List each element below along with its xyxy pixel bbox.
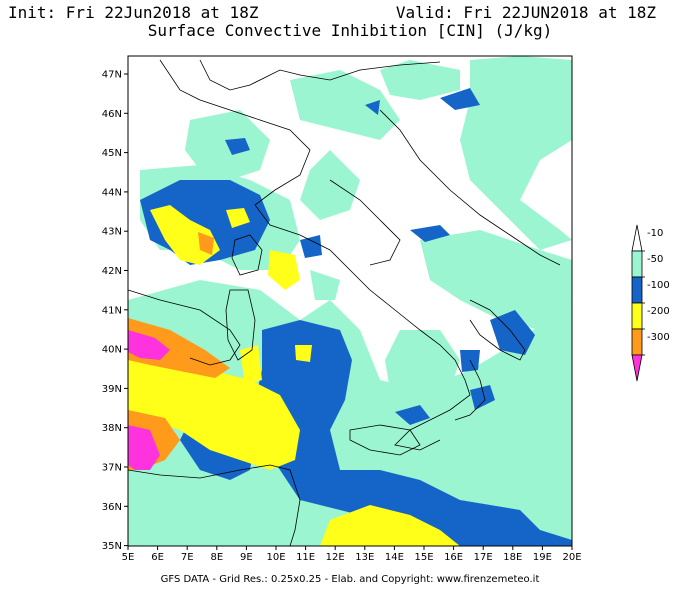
coastlines	[128, 59, 561, 546]
lon-label: 18E	[503, 552, 522, 563]
lon-label: 17E	[474, 552, 493, 563]
legend-label: -100	[647, 280, 670, 291]
legend-label: -10	[647, 228, 663, 239]
lat-label: 47N	[102, 70, 122, 81]
lon-label: 8E	[210, 552, 223, 563]
valid-time: Valid: Fri 22JUN2018 at 18Z	[395, 3, 656, 22]
legend-swatch	[631, 276, 643, 304]
lat-label: 45N	[102, 148, 122, 159]
lat-label: 41N	[102, 305, 122, 316]
lon-label: 20E	[562, 552, 581, 563]
lon-label: 12E	[326, 552, 345, 563]
init-time: Init: Fri 22Jun2018 at 18Z	[8, 3, 259, 22]
lat-label: 37N	[102, 463, 122, 474]
legend-swatch	[631, 250, 643, 278]
lat-label: 42N	[102, 266, 122, 277]
lon-label: 16E	[444, 552, 463, 563]
lon-label: 14E	[385, 552, 404, 563]
lat-label: 39N	[102, 384, 122, 395]
legend-swatch	[631, 328, 643, 356]
data-credit: GFS DATA - Grid Res.: 0.25x0.25 - Elab. …	[160, 574, 540, 585]
map-title: Surface Convective Inhibition [CIN] (J/k…	[147, 21, 553, 40]
legend-label: -50	[647, 254, 663, 265]
lon-label: 7E	[181, 552, 194, 563]
lon-label: 9E	[240, 552, 253, 563]
lat-label: 43N	[102, 227, 122, 238]
lon-label: 15E	[414, 552, 433, 563]
lat-label: 46N	[102, 109, 122, 120]
lon-label: 19E	[533, 552, 552, 563]
lat-label: 35N	[102, 541, 122, 552]
cin-min-areas	[128, 330, 170, 470]
legend-swatch	[631, 354, 643, 382]
map-field	[128, 56, 572, 546]
lon-label: 13E	[355, 552, 374, 563]
lat-label: 38N	[102, 423, 122, 434]
lon-label: 11E	[296, 552, 315, 563]
legend-label: -200	[647, 306, 670, 317]
lon-label: 6E	[151, 552, 164, 563]
lat-label: 44N	[102, 187, 122, 198]
legend-label: -300	[647, 332, 670, 343]
lon-label: 5E	[122, 552, 135, 563]
legend-swatch	[631, 224, 643, 252]
longitude-axis: 5E 6E 7E 8E 9E 10E 11E 12E 13E 14E 15E 16E 17E 18E 19E…	[122, 546, 582, 563]
map-frame	[127, 55, 573, 547]
latitude-axis: 47N 46N 45N 44N 43N 42N 41N 40N 39N 38N 37N 36N 35N	[102, 70, 128, 552]
color-legend: -10 -50 -100 -200 -300	[631, 224, 670, 382]
lat-label: 36N	[102, 502, 122, 513]
legend-swatch	[631, 302, 643, 330]
lat-label: 40N	[102, 345, 122, 356]
lon-label: 10E	[266, 552, 285, 563]
